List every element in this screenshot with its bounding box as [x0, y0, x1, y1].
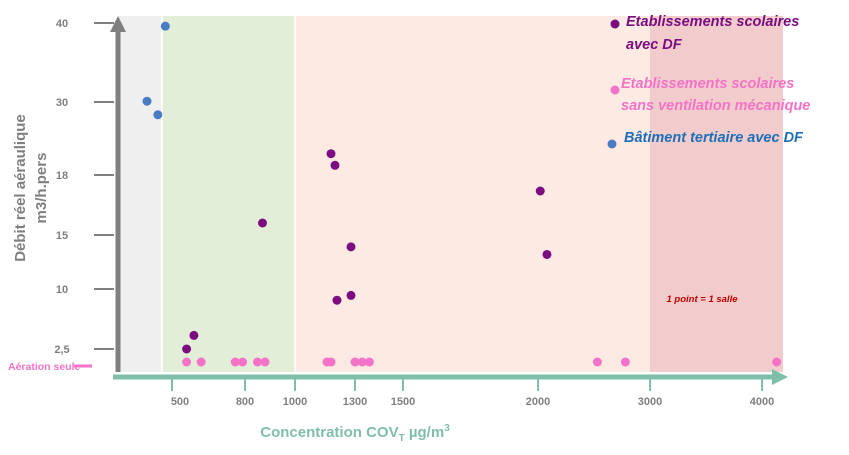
data-point-sans-ventilation: [357, 357, 367, 367]
annotation-text: 1 point = 1 salle: [666, 294, 738, 305]
data-point-sans-ventilation: [260, 357, 270, 367]
y-tick-label: 15: [56, 230, 68, 242]
legend-label-tertiaire: Bâtiment tertiaire avec DF: [624, 130, 804, 146]
y-axis-title-line2: m3/h.pers: [33, 153, 50, 224]
x-axis-title-main: Concentration COV: [260, 424, 398, 441]
x-tick-label: 1000: [283, 396, 307, 408]
data-point-avec-df: [258, 218, 267, 228]
data-point-sans-ventilation: [253, 357, 262, 367]
data-point-avec-df: [332, 295, 342, 305]
data-point-sans-ventilation: [350, 357, 360, 367]
x-tick-label: 800: [236, 396, 254, 408]
x-tick-label: 3000: [638, 396, 662, 408]
data-point-sans-ventilation: [238, 357, 248, 367]
x-tick-label: 1500: [391, 396, 415, 408]
data-point-avec-df: [346, 290, 356, 300]
aeration-seule-label: Aération seule: [8, 361, 81, 373]
legend-label-sans-ventilation-line1: Etablissements scolaires: [621, 76, 794, 92]
x-tick-label: 1300: [343, 396, 367, 408]
data-point-avec-df: [182, 344, 192, 354]
legend-marker-avec-df: [610, 19, 620, 29]
data-point-tertiaire: [142, 96, 152, 106]
legend-label-avec-df-line2: avec DF: [626, 37, 683, 53]
data-point-sans-ventilation: [230, 357, 240, 367]
legend-label-sans-ventilation-line2: sans ventilation mécanique: [621, 98, 810, 114]
x-ticks-layer: 500 800 1000 1300 1500 2000 3000 4000: [171, 379, 774, 408]
x-tick-label: 2000: [526, 396, 550, 408]
y-tick-label: 18: [56, 170, 68, 182]
legend-label-sans-ventilation: Etablissements scolaires sans ventilatio…: [621, 76, 810, 114]
data-point-sans-ventilation: [196, 357, 206, 367]
x-tick-label: 500: [171, 396, 189, 408]
x-axis-title: Concentration COVT µg/m3: [260, 423, 450, 444]
zones-layer: [118, 16, 783, 372]
background-zone-3: [295, 16, 650, 372]
data-point-avec-df: [535, 186, 545, 196]
data-point-tertiaire: [153, 110, 163, 120]
background-zone-4: [650, 16, 783, 372]
data-point-avec-df: [330, 160, 340, 170]
y-tick-label: 40: [56, 18, 68, 30]
background-zone-2: [162, 16, 295, 372]
data-point-sans-ventilation: [592, 357, 602, 367]
data-point-avec-df: [346, 242, 356, 252]
data-point-sans-ventilation: [364, 357, 374, 367]
x-axis-title-unit: µg/m: [405, 424, 444, 441]
data-point-sans-ventilation: [326, 357, 336, 367]
y-ticks-layer: 40 30 18 15 10 2,5: [54, 18, 114, 356]
data-point-avec-df: [189, 330, 199, 340]
y-tick-label: 2,5: [54, 344, 69, 356]
y-axis-title-line1: Débit réel aéraulique: [12, 114, 29, 262]
x-axis-title-sup: 3: [444, 423, 450, 434]
legend-marker-tertiaire: [607, 139, 617, 149]
y-tick-label: 30: [56, 97, 68, 109]
x-tick-label: 4000: [750, 396, 774, 408]
data-point-avec-df: [326, 149, 336, 159]
legend-label-tertiaire-line1: Bâtiment tertiaire avec DF: [624, 130, 804, 146]
legend-marker-sans-ventilation: [610, 85, 620, 95]
x-axis-title-sub: T: [399, 433, 405, 444]
points-layer: [142, 21, 782, 367]
y-tick-label: 10: [56, 284, 68, 296]
legend-label-avec-df-line1: Etablissements scolaires: [626, 14, 799, 30]
legend: Etablissements scolaires avec DF Etablis…: [607, 14, 810, 149]
data-point-sans-ventilation: [620, 357, 630, 367]
background-zone-1: [118, 16, 162, 372]
data-point-sans-ventilation: [772, 357, 782, 367]
data-point-tertiaire: [160, 21, 170, 31]
data-point-avec-df: [542, 249, 552, 259]
data-point-sans-ventilation: [182, 357, 192, 367]
legend-label-avec-df: Etablissements scolaires avec DF: [626, 14, 803, 53]
